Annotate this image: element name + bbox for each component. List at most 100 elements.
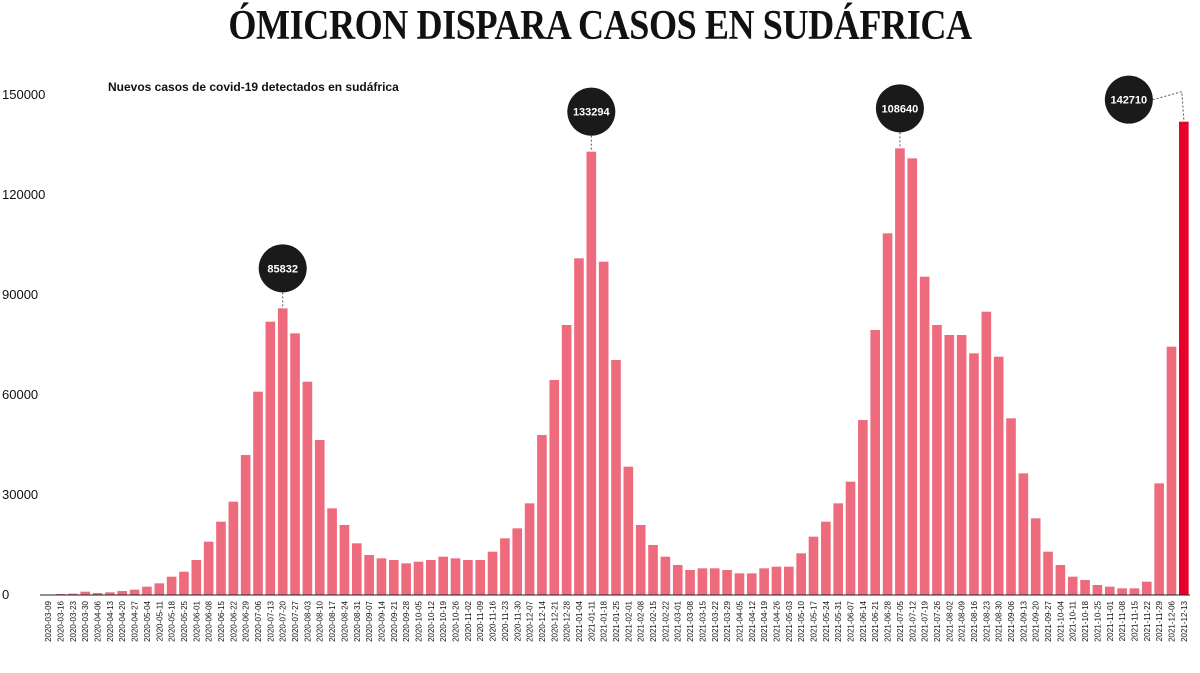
bar-2020-08-24: [339, 525, 350, 595]
x-tick-label: 2021-07-26: [933, 600, 942, 641]
x-tick-label: 2021-10-11: [1069, 600, 1078, 641]
callout-142710: 142710: [1104, 75, 1185, 124]
bar-2021-02-22: [660, 556, 671, 595]
x-tick-label: 2020-10-05: [414, 600, 423, 641]
x-tick-label: 2020-07-27: [291, 600, 300, 641]
callout-bubble: [1104, 75, 1153, 124]
bar-2020-09-07: [364, 555, 374, 595]
x-tick-label: 2021-10-04: [1056, 600, 1065, 641]
bar-2021-04-19: [759, 568, 769, 595]
x-tick-label: 2020-11-16: [489, 600, 498, 641]
x-tick-label: 2021-06-14: [859, 600, 868, 641]
x-tick-label: 2020-07-13: [266, 600, 275, 641]
bar-2021-12-06: [1166, 346, 1177, 595]
x-axis: 2020-03-09 2020-03-16 2020-03-23 2020-03-30…: [40, 594, 1190, 642]
bar-2020-04-27: [129, 589, 140, 595]
bar-2020-06-22: [228, 501, 239, 595]
bars: [43, 121, 1189, 596]
bar-2021-08-16: [969, 353, 979, 595]
x-tick-label: 2021-08-23: [982, 600, 991, 641]
bar-2021-04-26: [771, 566, 782, 595]
bar-2021-11-29: [1154, 483, 1164, 595]
x-tick-label: 2021-09-27: [1044, 600, 1053, 641]
y-tick-label: 120000: [2, 187, 45, 202]
bar-2020-05-04: [142, 586, 152, 595]
x-tick-label: 2020-06-15: [217, 600, 226, 641]
callout-133294: 133294: [567, 87, 616, 150]
y-tick-label: 30000: [2, 487, 38, 502]
x-tick-label: 2020-04-20: [118, 600, 127, 641]
bar-2021-07-26: [932, 325, 942, 595]
bar-2020-04-06: [92, 593, 103, 595]
bar-2021-12-13: [1179, 121, 1189, 596]
bar-2020-07-27: [290, 333, 300, 595]
x-tick-label: 2020-03-23: [69, 600, 78, 641]
x-tick-label: 2020-10-12: [427, 600, 436, 641]
bar-2021-05-24: [821, 521, 831, 595]
x-tick-label: 2021-05-10: [797, 600, 806, 641]
bar-2021-03-29: [722, 570, 732, 595]
bar-2021-05-17: [808, 536, 819, 595]
x-tick-label: 2021-05-17: [810, 600, 819, 641]
x-tick-label: 2020-05-18: [168, 600, 177, 641]
x-tick-label: 2020-12-07: [526, 600, 535, 641]
bar-2021-03-08: [685, 570, 695, 595]
x-tick-label: 2021-05-24: [822, 600, 831, 641]
x-tick-label: 2021-04-19: [760, 600, 769, 641]
x-tick-label: 2020-09-07: [365, 600, 374, 641]
x-tick-label: 2021-05-03: [785, 600, 794, 641]
x-tick-label: 2020-08-03: [303, 600, 312, 641]
x-tick-label: 2021-03-29: [723, 600, 732, 641]
bar-2020-11-09: [475, 560, 486, 595]
x-tick-label: 2020-04-27: [131, 600, 140, 641]
y-axis: 150000 120000 90000 60000 30000 0: [2, 87, 45, 602]
x-tick-label: 2020-06-08: [205, 600, 214, 641]
bar-2021-11-15: [1129, 588, 1140, 595]
y-tick-label: 150000: [2, 87, 45, 102]
bar-2020-11-16: [487, 551, 498, 595]
bar-2020-10-19: [438, 556, 448, 595]
bar-2021-06-07: [845, 481, 856, 595]
bar-2021-01-04: [574, 258, 584, 595]
x-tick-label: 2021-09-06: [1007, 600, 1016, 641]
callout-label: 108640: [882, 103, 919, 115]
x-tick-label: 2021-12-06: [1167, 600, 1176, 641]
x-tick-label: 2021-01-25: [612, 600, 621, 641]
bar-2021-07-12: [907, 158, 918, 595]
bar-2021-03-22: [709, 568, 720, 595]
bar-2020-06-15: [216, 521, 226, 595]
x-tick-label: 2020-08-17: [328, 600, 337, 641]
x-tick-label: 2020-06-01: [192, 600, 201, 641]
bar-2021-04-12: [746, 573, 757, 595]
x-tick-label: 2021-02-15: [649, 600, 658, 641]
x-tick-label: 2021-06-07: [847, 600, 856, 641]
x-tick-label: 2020-10-26: [452, 600, 461, 641]
bar-2021-07-19: [919, 276, 930, 595]
x-tick-label: 2020-11-09: [476, 600, 485, 641]
bar-2021-02-15: [648, 545, 658, 595]
bar-2020-08-17: [327, 508, 337, 595]
x-tick-label: 2021-01-18: [600, 600, 609, 641]
bar-2021-10-25: [1092, 585, 1103, 595]
bar-2021-09-13: [1018, 473, 1029, 595]
bar-2021-05-03: [784, 566, 794, 595]
bar-2021-09-06: [1006, 418, 1016, 595]
bar-2021-08-02: [944, 335, 955, 595]
bar-2021-06-21: [870, 330, 881, 595]
callout-label: 85832: [267, 263, 298, 275]
bar-2020-08-10: [314, 440, 325, 595]
bar-2020-09-21: [388, 560, 399, 595]
x-tick-label: 2021-11-22: [1143, 600, 1152, 641]
bar-2021-01-11: [586, 151, 597, 596]
x-tick-label: 2020-11-02: [464, 600, 473, 641]
bar-2021-05-10: [796, 553, 806, 595]
bar-2021-03-15: [697, 568, 708, 595]
x-tick-label: 2021-05-31: [834, 600, 843, 641]
y-tick-label: 60000: [2, 387, 38, 402]
bar-2020-11-30: [512, 528, 523, 595]
x-tick-label: 2021-11-29: [1155, 600, 1164, 641]
x-tick-label: 2021-11-01: [1106, 600, 1115, 641]
bar-2020-08-03: [302, 381, 313, 595]
x-tick-label: 2021-10-25: [1093, 600, 1102, 641]
